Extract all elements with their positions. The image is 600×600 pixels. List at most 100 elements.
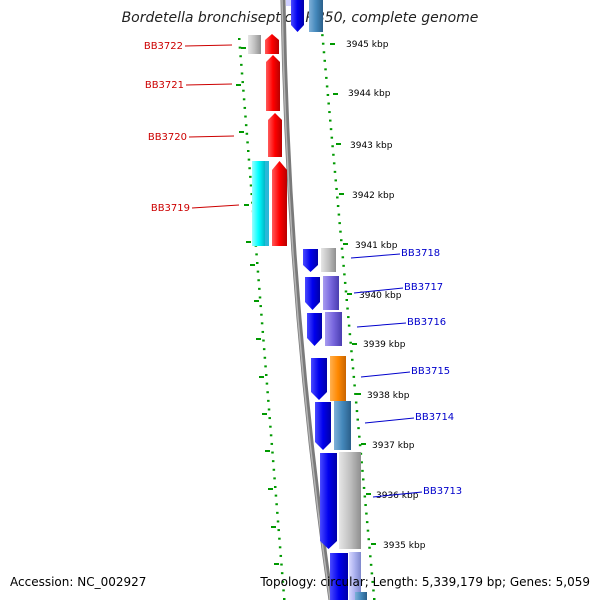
gc-dot xyxy=(351,358,354,361)
gc-dot xyxy=(363,495,367,498)
gene-label-right[interactable]: BB3717 xyxy=(404,282,443,293)
gc-dot xyxy=(370,572,374,575)
gc-dot xyxy=(341,256,345,259)
gc-dot xyxy=(358,435,361,438)
gc-dot xyxy=(339,230,342,233)
gc-tick xyxy=(254,300,259,302)
gc-dot xyxy=(344,290,348,293)
gene-label-right[interactable]: BB3714 xyxy=(415,412,454,423)
gc-dot xyxy=(323,59,326,62)
gc-dot xyxy=(321,34,324,37)
gc-dot xyxy=(333,170,337,173)
gc-dot xyxy=(244,115,247,118)
gc-dot xyxy=(365,512,368,515)
gene-arrow xyxy=(315,402,331,450)
gc-tick xyxy=(274,563,279,565)
gc-dot xyxy=(321,42,325,45)
gc-dot xyxy=(278,537,281,540)
gene-label-left[interactable]: BB3719 xyxy=(151,203,190,214)
gc-dot xyxy=(276,520,280,523)
gene-arrow xyxy=(330,553,348,600)
gc-dot xyxy=(337,213,341,216)
gc-dot xyxy=(347,324,351,327)
gc-dot xyxy=(255,253,258,256)
gc-dot xyxy=(353,384,356,387)
gc-dot xyxy=(325,76,328,79)
gc-dot xyxy=(346,307,349,310)
gc-dot xyxy=(362,486,366,489)
gc-dot xyxy=(328,111,331,114)
kbp-label: 3937 kbp xyxy=(372,441,415,451)
kbp-label: 3945 kbp xyxy=(346,40,389,50)
label-leader-line xyxy=(188,135,235,138)
gc-content-dots xyxy=(236,0,376,600)
gc-dot xyxy=(238,38,241,40)
gc-dot xyxy=(280,563,283,566)
gc-dot xyxy=(267,399,270,402)
cog-block xyxy=(321,248,336,272)
gc-dot xyxy=(332,153,335,156)
gc-dot xyxy=(279,554,283,557)
gc-dot xyxy=(335,187,338,190)
gc-dot xyxy=(276,511,279,514)
gc-dot xyxy=(263,356,267,359)
gene-label-right[interactable]: BB3718 xyxy=(401,248,440,259)
gc-dot xyxy=(373,598,376,600)
gene-label-left[interactable]: BB3720 xyxy=(148,132,187,143)
gc-dot xyxy=(372,589,375,592)
gc-dot xyxy=(240,72,244,75)
gc-dot xyxy=(269,425,272,428)
gc-dot xyxy=(246,141,249,144)
gc-dot xyxy=(360,461,363,464)
cog-block xyxy=(330,356,346,401)
gene-label-right[interactable]: BB3713 xyxy=(423,486,462,497)
gc-dot xyxy=(242,89,245,92)
gene-label-left[interactable]: BB3722 xyxy=(144,41,183,52)
kbp-label: 3942 kbp xyxy=(352,191,395,201)
gene-arrow xyxy=(305,277,320,310)
gc-dot xyxy=(239,55,242,58)
gc-dot xyxy=(366,529,370,532)
genome-backbone-highlight xyxy=(281,0,331,600)
gc-dot xyxy=(369,563,373,566)
gc-dot xyxy=(268,417,271,420)
gc-dot xyxy=(327,102,330,105)
cog-block xyxy=(339,452,361,549)
cog-block xyxy=(265,161,269,246)
gc-dot xyxy=(356,418,359,421)
gc-dot xyxy=(280,572,284,575)
gene-label-right[interactable]: BB3715 xyxy=(411,366,450,377)
gc-dot xyxy=(340,239,343,242)
gene-label-right[interactable]: BB3716 xyxy=(407,317,446,328)
gc-dot xyxy=(250,193,253,196)
gc-dot xyxy=(266,391,269,394)
gc-dot xyxy=(325,85,329,88)
cog-block xyxy=(325,312,342,346)
gc-dot xyxy=(342,264,345,267)
gc-dot xyxy=(262,348,266,351)
gene-label-left[interactable]: BB3721 xyxy=(145,80,184,91)
cog-block xyxy=(334,401,351,450)
kbp-scale: 3945 kbp 3944 kbp 3943 kbp 3942 kbp 3941 kbp… xyxy=(346,40,426,551)
gc-dot xyxy=(256,262,259,264)
gc-dot xyxy=(264,365,267,368)
label-leader-line xyxy=(360,371,411,378)
gc-tick xyxy=(256,338,261,340)
kbp-label: 3944 kbp xyxy=(348,89,391,99)
label-leader-line xyxy=(372,491,423,498)
gc-tick xyxy=(371,543,376,545)
kbp-label: 3935 kbp xyxy=(383,541,426,551)
gc-tick xyxy=(241,47,246,49)
gc-dot xyxy=(258,287,261,290)
gene-arrow xyxy=(266,55,280,111)
gc-dot xyxy=(364,504,367,507)
cog-block xyxy=(286,0,291,6)
gene-labels: BB3722 BB3721 BB3720 BB3719 BB3718 BB3717 BB37… xyxy=(144,41,462,498)
gc-tick xyxy=(239,131,244,133)
gc-dot xyxy=(245,132,249,135)
gc-dot xyxy=(249,184,253,187)
kbp-label: 3941 kbp xyxy=(355,241,398,251)
gc-dot xyxy=(354,392,357,395)
gc-dot xyxy=(243,106,247,109)
gc-dot xyxy=(257,279,260,282)
